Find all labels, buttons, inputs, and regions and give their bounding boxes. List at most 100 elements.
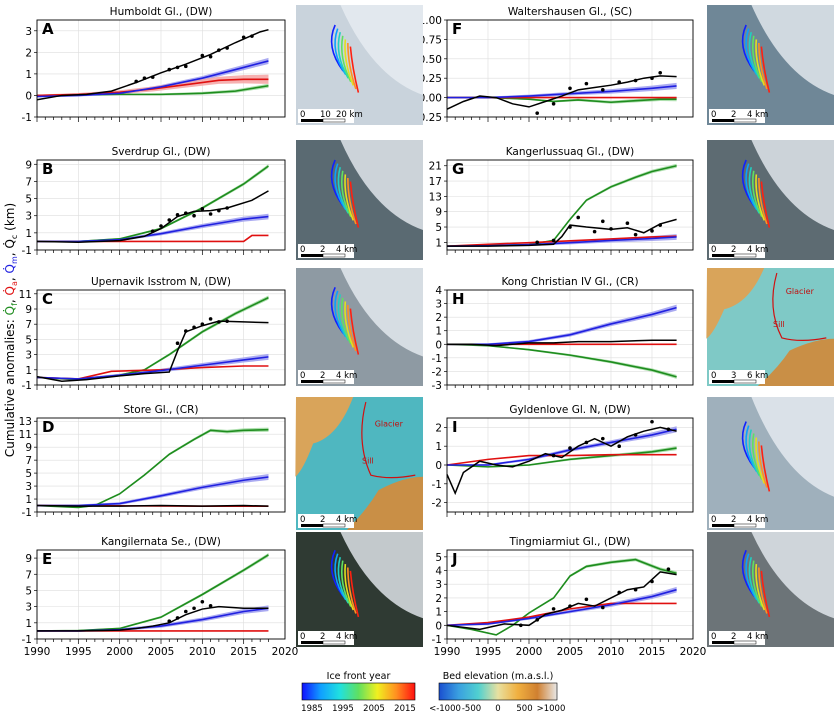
data-point (175, 213, 180, 217)
x-tick-label: 1995 (65, 646, 92, 658)
ice-front-line (349, 570, 360, 618)
panel-letter: C (42, 290, 53, 308)
colorbar-bed-elevation: Bed elevation (m.a.s.l.) <-1000 -500 0 500 >1… (429, 671, 565, 714)
x-tick-label: 2015 (639, 646, 666, 658)
data-point (175, 616, 180, 620)
scale-bar-white (733, 523, 757, 528)
data-point (633, 232, 638, 237)
y-tick-label: -1 (432, 479, 442, 491)
red-series-line (446, 453, 677, 466)
y-tick-label: 3 (25, 350, 32, 362)
colorbar-tick-label: -500 (462, 704, 481, 714)
ice-front-line (340, 297, 352, 345)
ice-front-line (755, 563, 766, 611)
y-tick-label: 7 (25, 569, 32, 581)
ice-front-line (751, 170, 763, 218)
map-scale-bar: 0 2 4 km (709, 631, 768, 645)
ice-front-line (344, 563, 355, 611)
data-point (584, 597, 589, 602)
chart-panel-h: -3 -2-1 01 23 4 Kong Christian IV Gl., (CR) H (432, 276, 694, 392)
y-tick-label: 0 (435, 460, 442, 472)
panel-title: Kangerlussuaq Gl., (DW) (506, 146, 635, 158)
x-tick-label: 2010 (189, 646, 216, 658)
data-point (658, 223, 662, 227)
map-scale-bar: 0 3 6 km (709, 370, 768, 384)
glacier-outline (361, 401, 416, 479)
data-point (184, 64, 188, 69)
data-point (159, 224, 163, 228)
y-tick-label: 2 (435, 312, 442, 324)
y-tick-label: 0.75 (419, 34, 442, 46)
y-tick-label: 7 (25, 319, 32, 331)
panel-title: Kong Christian IV Gl., (CR) (501, 276, 638, 288)
scale-label: 6 km (747, 371, 768, 381)
data-point (217, 48, 221, 52)
data-point (601, 605, 605, 610)
map-scale-bar: 0 2 4 km (298, 244, 357, 258)
ice-front-line (748, 166, 760, 214)
chart-panel-e: -1 1 3 5 7 9 Kangilernata Se., (DW) E 1990 1995 20… (22, 536, 299, 658)
colorbar-tick-label: <-1000 (429, 704, 461, 714)
y-tick-label: -1 (22, 507, 32, 519)
data-point (200, 207, 205, 211)
data-point (208, 212, 213, 216)
ice-front-line (340, 35, 352, 83)
y-tick-label: 2 (435, 593, 442, 605)
colorbar-tick-label: 1995 (332, 704, 354, 714)
data-point (650, 76, 654, 80)
x-tick-label: 2005 (148, 646, 175, 658)
ice-front-line (334, 28, 347, 76)
y-tick-label: -1 (432, 634, 442, 646)
panel-letter: E (42, 550, 52, 568)
ice-front-line (760, 445, 771, 492)
data-point (658, 70, 662, 75)
data-point (592, 229, 597, 234)
scale-label: 20 km (336, 110, 363, 120)
data-point (217, 208, 221, 213)
y-tick-label: 5 (25, 468, 32, 480)
panel-title: Upernavik Isstrom N, (DW) (91, 276, 231, 288)
scale-label: 2 (731, 632, 736, 642)
waltershausen-map: 0 2 4 km (707, 5, 834, 125)
x-tick-label: 2010 (598, 646, 625, 658)
y-tick-label: 11 (19, 289, 32, 301)
ice-front-line (760, 181, 771, 228)
data-point (184, 329, 188, 333)
data-point (192, 325, 196, 330)
y-tick-label: 2 (25, 47, 32, 59)
data-point (568, 86, 572, 91)
y-tick-label: 1 (435, 326, 442, 338)
red-series-line (446, 235, 677, 247)
map-annotation-glacier: Glacier (375, 419, 404, 428)
blue-uncertainty-band (37, 474, 269, 507)
y-tick-label: 5 (25, 194, 32, 206)
y-tick-label: 3 (435, 299, 442, 311)
store-map: 0 2 4 km Glacier Sill (295, 397, 423, 530)
map-annotation-sill: Sill (362, 457, 374, 466)
scale-label: 0 (711, 371, 716, 381)
data-point (568, 604, 572, 608)
y-tick-label: 1 (25, 494, 32, 506)
ice-front-line (337, 294, 349, 341)
y-tick-label: -1 (22, 245, 32, 257)
ice-shape (340, 5, 423, 95)
terrain-shape (346, 476, 423, 530)
panel-title: Store Gl., (CR) (124, 404, 199, 416)
ice-front-line (344, 174, 355, 221)
y-tick-label: -1 (22, 634, 32, 646)
ice-front-line (755, 174, 766, 221)
blue-series-line (446, 588, 677, 627)
scale-bar-black (301, 254, 323, 257)
scale-bar-white (322, 523, 346, 528)
y-tick-label: 0.50 (419, 54, 442, 66)
panel-title: Gyldenlove Gl. N, (DW) (509, 404, 630, 416)
ice-front-line (334, 163, 347, 211)
y-tick-label: 3 (25, 211, 32, 223)
y-tick-label: 3 (435, 579, 442, 591)
scale-bar-white (322, 118, 346, 123)
data-point (208, 604, 213, 608)
black-series-line (447, 339, 677, 347)
scale-label: 2 (731, 110, 736, 120)
data-point (167, 218, 172, 222)
panel-letter: F (452, 20, 462, 38)
